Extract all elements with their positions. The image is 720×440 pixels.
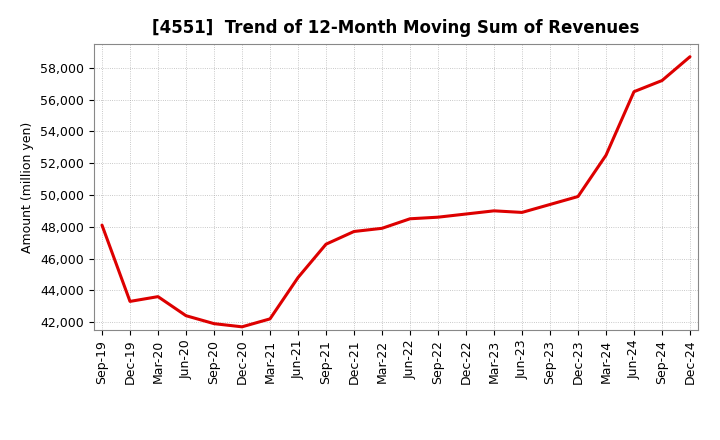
Title: [4551]  Trend of 12-Month Moving Sum of Revenues: [4551] Trend of 12-Month Moving Sum of R…	[153, 19, 639, 37]
Y-axis label: Amount (million yen): Amount (million yen)	[22, 121, 35, 253]
